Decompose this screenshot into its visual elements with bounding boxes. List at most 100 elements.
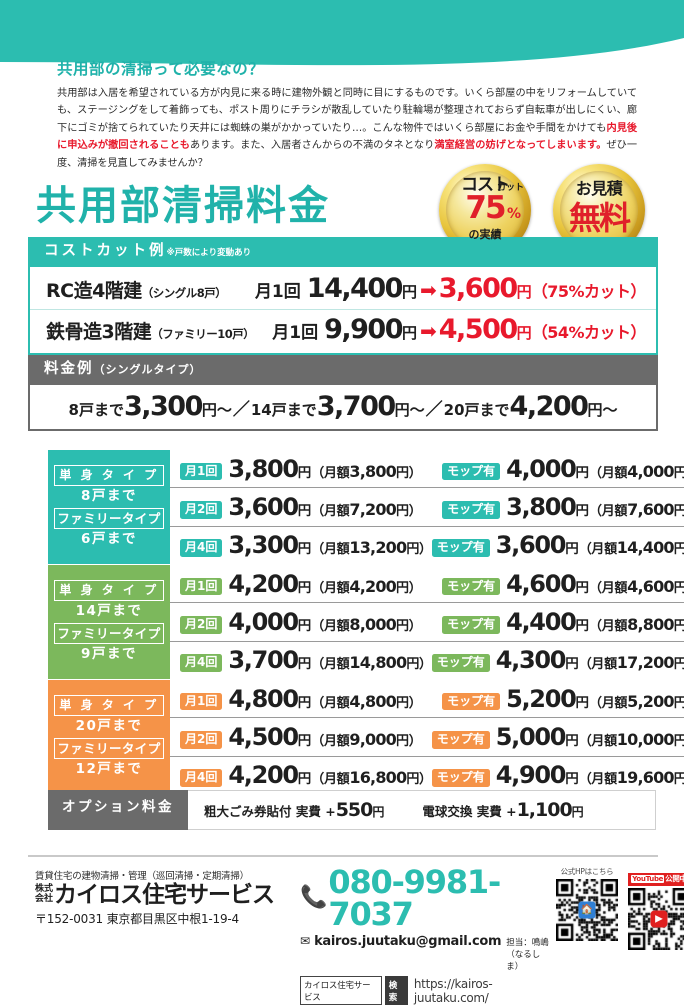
monthly-label-mop: （月額 bbox=[589, 580, 628, 596]
monthly-amount: 4,800 bbox=[349, 691, 397, 711]
badge-small-1: カット bbox=[496, 183, 524, 193]
youtube-qr[interactable]: YouTube 公開中 ▶ bbox=[628, 866, 684, 950]
price-example-header-text: 料金例 bbox=[44, 361, 94, 377]
monthly-yen: 円） bbox=[396, 580, 422, 596]
price-example-label: 20戸まで bbox=[443, 400, 510, 419]
footer-qr-block: 公式HPはこちら 🏠 YouTube 公開中 ▶ bbox=[556, 866, 684, 950]
family-type-chip: ファミリータイプ bbox=[54, 737, 164, 760]
monthly-amount: 3,800 bbox=[349, 461, 397, 481]
official-site-qr-caption: 公式HPはこちら bbox=[560, 867, 614, 876]
footer-company-block: 賃貸住宅の建物清掃・管理（巡回清掃・定期清掃） 株式 会社 カイロス住宅サービス … bbox=[35, 868, 297, 927]
qr-code-image[interactable]: ▶ bbox=[628, 888, 684, 950]
yen-unit: 円 bbox=[401, 282, 417, 301]
unit-price: 4,800 bbox=[228, 684, 299, 713]
envelope-icon: ✉ bbox=[300, 934, 311, 948]
single-type-units: 20戸まで bbox=[75, 718, 143, 735]
badge-percent: % bbox=[506, 206, 521, 222]
frequency-chip: 月1回 bbox=[180, 577, 223, 596]
phone-row[interactable]: 📞 080-9981-7037 bbox=[300, 866, 550, 930]
price-example-body: 8戸まで3,300円〜／14戸まで3,700円〜／20戸まで4,200円〜 bbox=[28, 384, 658, 431]
monthly-label: （月額 bbox=[311, 580, 350, 596]
monthly-yen-mop: 円） bbox=[673, 503, 684, 519]
frequency-chip: 月4回 bbox=[180, 769, 223, 788]
monthly-total-mop: （月額19,600円） bbox=[579, 768, 684, 787]
monthly-total-mop: （月額4,000円） bbox=[589, 462, 684, 481]
official-site-qr[interactable]: 公式HPはこちら 🏠 bbox=[556, 866, 618, 950]
monthly-total-mop: （月額10,000円） bbox=[579, 730, 684, 749]
price-before: 9,900 bbox=[324, 313, 403, 345]
mop-chip: モップ有 bbox=[442, 692, 501, 711]
yen-unit-after: 円 bbox=[516, 282, 532, 301]
frequency-chip: 月4回 bbox=[180, 539, 223, 558]
yen-unit: 円 bbox=[401, 323, 417, 342]
qr-code-image[interactable]: 🏠 bbox=[556, 879, 618, 941]
free-quote-badge: お見積 無料 bbox=[550, 164, 648, 268]
frequency: 月1回 bbox=[272, 322, 319, 343]
website-row[interactable]: カイロス住宅サービス 検索 https://kairos-juutaku.com… bbox=[300, 976, 550, 1005]
monthly-yen-mop: 円） bbox=[673, 542, 684, 558]
price-example-amount: 3,700 bbox=[316, 390, 396, 422]
youtube-qr-caption: YouTube 公開中 bbox=[628, 873, 684, 886]
price-example-label: 8戸まで bbox=[68, 400, 124, 419]
monthly-label-mop: （月額 bbox=[589, 695, 628, 711]
email-address[interactable]: kairos.juutaku@gmail.com bbox=[314, 934, 502, 949]
plan-price-mop: モップ有 5,000円（月額10,000円） bbox=[431, 723, 684, 751]
plan-rows: 月1回4,200円（月額4,200円）モップ有4,600円（月額4,600円）月… bbox=[170, 565, 684, 679]
monthly-total: （月額14,800円） bbox=[311, 653, 432, 673]
badge-line-1: コスト bbox=[461, 175, 510, 195]
company-name-row: 株式 会社 カイロス住宅サービス bbox=[35, 884, 297, 907]
unit-price: 4,500 bbox=[228, 722, 299, 751]
monthly-yen-mop: 円） bbox=[673, 733, 684, 749]
price-example-amount: 3,300 bbox=[123, 390, 203, 422]
monthly-yen: 円） bbox=[406, 542, 432, 558]
mop-chip: モップ有 bbox=[442, 500, 501, 519]
monthly-amount: 14,800 bbox=[349, 653, 407, 673]
intro-section: 共用部の清掃って必要なの？ 共用部は入居を希望されている方が内見に来る時に建物外… bbox=[57, 60, 637, 172]
cost-cut-body: RC造4階建（シングル8戸） 月1回 14,400 円 ➡ 3,600 円 （7… bbox=[28, 266, 658, 355]
plan-price-standard: 月1回 3,800 円（月額3,800円） bbox=[180, 454, 422, 483]
mop-chip: モップ有 bbox=[431, 769, 490, 788]
search-button[interactable]: 検索 bbox=[384, 976, 408, 1005]
option-item-amount: 1,100 bbox=[516, 799, 573, 821]
yen-unit: 円 bbox=[297, 617, 312, 634]
plan-side-label: 単 身 タ イ プ 8戸まで ファミリータイプ 6戸まで bbox=[48, 450, 170, 564]
frequency-chip: 月2回 bbox=[180, 615, 223, 634]
monthly-amount: 16,800 bbox=[349, 768, 407, 788]
unit-price-mop: 4,600 bbox=[506, 569, 577, 598]
monthly-amount-mop: 4,000 bbox=[627, 461, 674, 481]
unit-price: 3,700 bbox=[228, 646, 299, 675]
monthly-amount-mop: 4,600 bbox=[627, 576, 674, 596]
frequency-chip: 月2回 bbox=[180, 730, 223, 749]
home-icon: 🏠 bbox=[578, 901, 596, 919]
company-prefix-line2: 会社 bbox=[35, 893, 54, 904]
yen-unit-mop: 円 bbox=[565, 771, 579, 788]
monthly-yen-mop: 円） bbox=[673, 580, 684, 596]
email-row[interactable]: ✉ kairos.juutaku@gmail.com 担当：鳴嶋（なるしま） bbox=[300, 934, 550, 972]
option-item-text: 電球交換 実費 + bbox=[422, 804, 517, 819]
plan-price-standard: 月4回 3,700 円（月額14,800円） bbox=[180, 646, 432, 674]
separator: ／ bbox=[425, 399, 443, 420]
plan-price-mop: モップ有 4,400円（月額8,800円） bbox=[442, 608, 684, 636]
plan-side-label: 単 身 タ イ プ 14戸まで ファミリータイプ 9戸まで bbox=[48, 565, 170, 679]
price-example-amount: 4,200 bbox=[509, 390, 589, 422]
plan-teal: 単 身 タ イ プ 8戸まで ファミリータイプ 6戸まで 月1回 3,800 円（月額3,8… bbox=[48, 450, 684, 564]
cost-cut-building: RC造4階建（シングル8戸） bbox=[46, 276, 227, 303]
cost-cut-header: コストカット例※戸数により変動あり bbox=[28, 237, 658, 267]
single-type-units: 8戸まで bbox=[81, 488, 137, 505]
unit-price-mop: 3,800 bbox=[506, 492, 577, 521]
building-spec: （ファミリー10戸） bbox=[151, 326, 255, 341]
phone-number[interactable]: 080-9981-7037 bbox=[328, 863, 501, 933]
family-type-units: 6戸まで bbox=[81, 531, 137, 548]
badge-line-3: の実績 bbox=[468, 228, 502, 241]
monthly-label: （月額 bbox=[311, 657, 350, 673]
unit-price: 3,800 bbox=[228, 454, 299, 483]
website-url[interactable]: https://kairos-juutaku.com/ bbox=[413, 976, 493, 1005]
company-tagline: 賃貸住宅の建物清掃・管理（巡回清掃・定期清掃） bbox=[35, 871, 249, 882]
monthly-total: （月額9,000円） bbox=[311, 730, 421, 749]
monthly-total: （月額3,800円） bbox=[311, 462, 421, 481]
yen-unit: 円 bbox=[297, 771, 312, 788]
